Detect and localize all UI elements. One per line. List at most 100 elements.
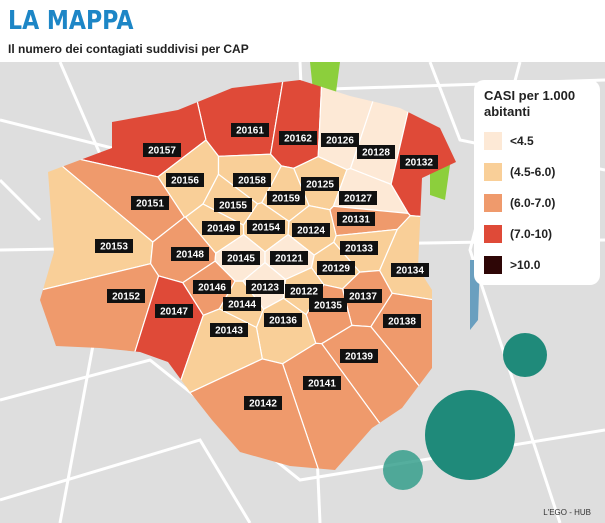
zone-label-box: [321, 133, 359, 147]
zone-label-box: [340, 241, 378, 255]
legend-swatch: [484, 163, 502, 181]
legend-label: (4.5-6.0): [510, 165, 556, 179]
zone-label: 20124: [297, 226, 325, 237]
zone-label: 20161: [236, 126, 264, 137]
zone-label-box: [301, 177, 339, 191]
zone-label: 20138: [388, 317, 416, 328]
legend-item: (6.0-7.0): [484, 194, 590, 212]
zone-label: 20131: [342, 215, 370, 226]
zone-label: 20135: [314, 301, 342, 312]
zone-label-box: [247, 220, 285, 234]
legend-title: CASI per 1.000 abitanti: [484, 88, 576, 119]
zone-label: 20141: [308, 379, 336, 390]
zone-label-box: [357, 145, 395, 159]
zone-label: 20159: [272, 194, 300, 205]
zone-label-box: [214, 198, 252, 212]
zone-label-box: [202, 221, 240, 235]
zone-label-box: [166, 173, 204, 187]
zone-label-box: [246, 280, 284, 294]
legend-item: >10.0: [484, 256, 590, 274]
legend-rows: <4.5 (4.5-6.0) (6.0-7.0) (7.0-10) >10.0: [484, 132, 590, 274]
credit: L'EGO - HUB: [543, 508, 591, 517]
zone-label: 20145: [227, 254, 255, 265]
zone-label: 20153: [100, 242, 128, 253]
zone-label: 20132: [405, 158, 433, 169]
legend-swatch: [484, 225, 502, 243]
legend-label: <4.5: [510, 134, 534, 148]
zone-label: 20154: [252, 223, 280, 234]
zone-label-box: [107, 289, 145, 303]
zone-label-box: [383, 314, 421, 328]
legend-label: (7.0-10): [510, 227, 553, 241]
legend-swatch: [484, 256, 502, 274]
zone-label-box: [317, 261, 355, 275]
legend: CASI per 1.000 abitanti <4.5 (4.5-6.0) (6.…: [474, 80, 600, 285]
zone-label-box: [223, 297, 261, 311]
zone-label-box: [391, 263, 429, 277]
zone-label: 20134: [396, 266, 424, 277]
zone-label-box: [210, 323, 248, 337]
zone-labels: 20161 20162 20157 20126 20128 20132 20156 20158…: [95, 123, 438, 410]
zone-label: 20129: [322, 264, 350, 275]
zone-label: 20123: [251, 283, 279, 294]
zone-label-box: [285, 284, 323, 298]
zone-label: 20157: [148, 146, 176, 157]
zone-label: 20136: [269, 316, 297, 327]
zone-label-box: [337, 212, 375, 226]
zone-label-box: [131, 196, 169, 210]
zone-label-box: [264, 313, 302, 327]
zone-label: 20144: [228, 300, 256, 311]
zone-label: 20156: [171, 176, 199, 187]
legend-item: (7.0-10): [484, 225, 590, 243]
virus-illustration: [383, 333, 547, 490]
zone-label-box: [292, 223, 330, 237]
zone-label-box: [95, 239, 133, 253]
subtitle: Il numero dei contagiati suddivisi per C…: [8, 42, 249, 56]
zone-label: 20125: [306, 180, 334, 191]
zone-label: 20122: [290, 287, 318, 298]
legend-swatch: [484, 132, 502, 150]
zone-label: 20146: [198, 283, 226, 294]
zone-label: 20139: [345, 352, 373, 363]
zone-label: 20148: [176, 250, 204, 261]
zone-label-box: [233, 173, 271, 187]
legend-item: (4.5-6.0): [484, 163, 590, 181]
zone-label-box: [143, 143, 181, 157]
zone-label: 20155: [219, 201, 247, 212]
zone-label: 20162: [284, 134, 312, 145]
zone-label: 20158: [238, 176, 266, 187]
zone-label: 20149: [207, 224, 235, 235]
zone-label-box: [344, 289, 382, 303]
zone-label-box: [309, 298, 347, 312]
zone-label-box: [193, 280, 231, 294]
zone-label: 20126: [326, 136, 354, 147]
zone-label-box: [270, 251, 308, 265]
zone-label: 20147: [160, 307, 188, 318]
zone-label-box: [340, 349, 378, 363]
legend-label: >10.0: [510, 258, 541, 272]
zone-label-box: [400, 155, 438, 169]
zone-label: 20127: [344, 194, 372, 205]
zone-label-box: [303, 376, 341, 390]
zone-label: 20133: [345, 244, 373, 255]
zone-label-box: [267, 191, 305, 205]
legend-label: (6.0-7.0): [510, 196, 556, 210]
zone-label-box: [155, 304, 193, 318]
zone-label: 20152: [112, 292, 140, 303]
zone-label-box: [171, 247, 209, 261]
zone-label-box: [231, 123, 269, 137]
zone-label: 20143: [215, 326, 243, 337]
zone-label: 20128: [362, 148, 390, 159]
legend-item: <4.5: [484, 132, 590, 150]
zone-label: 20121: [275, 254, 303, 265]
zone-label: 20142: [249, 399, 277, 410]
zone-label: 20151: [136, 199, 164, 210]
legend-swatch: [484, 194, 502, 212]
zone-label-box: [244, 396, 282, 410]
zone-label-box: [339, 191, 377, 205]
zone-label-box: [222, 251, 260, 265]
title: LA MAPPA: [8, 6, 134, 36]
zone-label: 20137: [349, 292, 377, 303]
zone-label-box: [279, 131, 317, 145]
